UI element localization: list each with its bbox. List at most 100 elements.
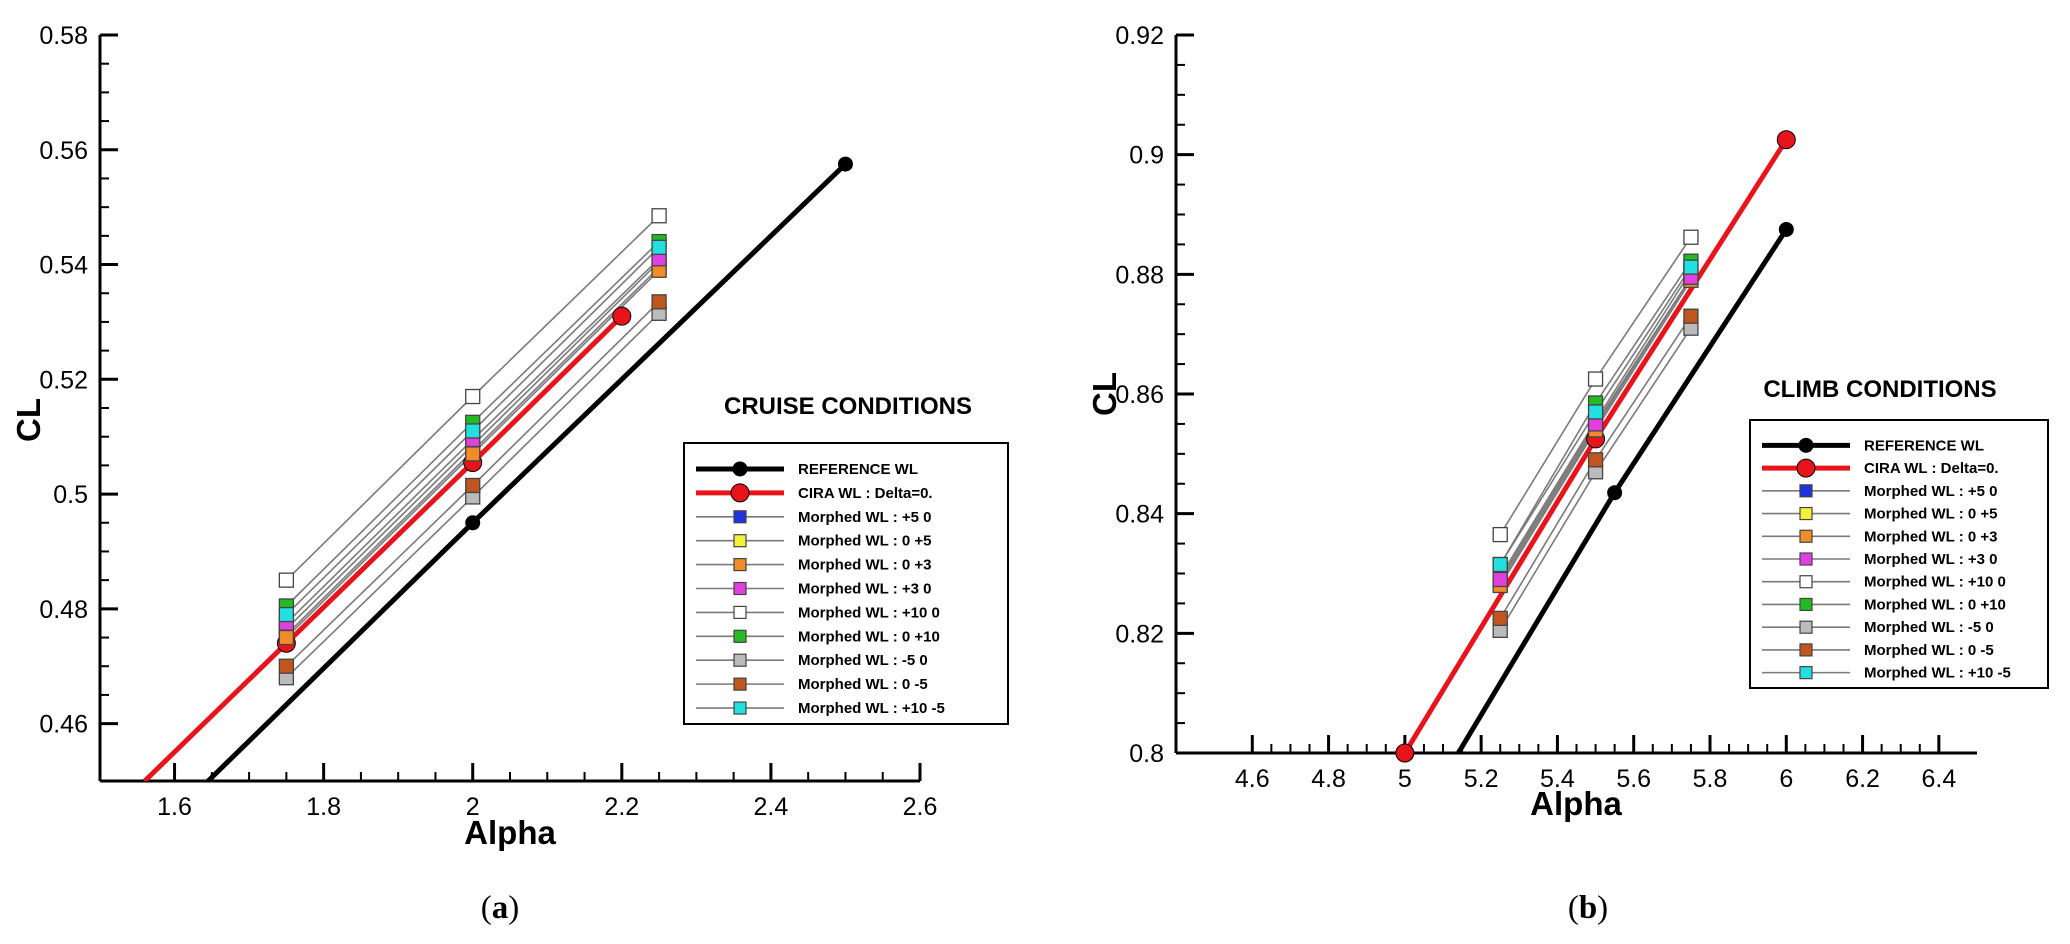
subfigure-label: (b) xyxy=(1568,890,1608,926)
legend-label: REFERENCE WL xyxy=(1864,437,1984,454)
legend-marker-square xyxy=(1799,529,1813,543)
legend-marker-circle xyxy=(1798,437,1814,453)
x-tick-label: 6 xyxy=(1779,765,1793,793)
y-tick-label: 0.46 xyxy=(39,711,88,739)
legend-label: Morphed WL : +10 -5 xyxy=(798,700,945,717)
x-tick-label: 5.2 xyxy=(1464,765,1499,793)
legend-marker-square xyxy=(1799,506,1813,521)
data-point-square xyxy=(1492,610,1508,627)
data-point-square xyxy=(278,606,295,623)
series-line-1 xyxy=(142,314,624,781)
x-tick-label: 1.6 xyxy=(157,793,192,821)
data-point-square xyxy=(1492,571,1508,588)
legend-marker-square xyxy=(733,510,747,524)
data-point-circle xyxy=(465,515,481,531)
legend-marker-circle xyxy=(1796,458,1816,478)
y-tick-label: 0.9 xyxy=(1129,142,1164,170)
series-line-0 xyxy=(1456,228,1789,753)
data-point-circle xyxy=(1778,221,1794,237)
x-tick-label: 4.6 xyxy=(1235,765,1270,793)
y-tick-label: 0.84 xyxy=(1115,501,1164,529)
legend-marker-square xyxy=(733,605,747,620)
legend-label: Morphed WL : 0 -5 xyxy=(798,676,928,693)
legend-label: Morphed WL : +5 0 xyxy=(1864,483,1997,500)
legend-label: Morphed WL : +10 0 xyxy=(798,604,940,621)
x-tick-label: 1.8 xyxy=(306,793,341,821)
subfigure-label: (a) xyxy=(481,890,520,926)
x-tick-label: 6.4 xyxy=(1921,765,1956,793)
paren-close: ) xyxy=(1597,890,1608,926)
x-tick-label: 2.4 xyxy=(754,793,789,821)
y-axis-title: CL xyxy=(1086,372,1123,416)
legend-label: Morphed WL : 0 +3 xyxy=(1864,528,1997,545)
legend-label: Morphed WL : 0 +10 xyxy=(1864,596,2006,613)
legend-marker-square xyxy=(733,557,747,572)
x-tick-label: 5.4 xyxy=(1540,765,1575,793)
data-point-square xyxy=(278,658,295,674)
data-point-square xyxy=(465,423,481,439)
paren-open: ( xyxy=(481,890,492,926)
legend-marker-square xyxy=(1799,666,1813,680)
x-tick-label: 2 xyxy=(466,793,480,821)
legend-marker-circle xyxy=(730,483,750,503)
legend-marker-square xyxy=(1799,484,1813,498)
x-tick-label: 2.6 xyxy=(903,793,938,821)
data-point-square xyxy=(465,477,481,494)
legend-title: CRUISE CONDITIONS xyxy=(724,393,972,420)
y-tick-label: 0.5 xyxy=(53,481,88,509)
data-point-square xyxy=(465,388,481,405)
panel-letter: a xyxy=(492,890,509,926)
legend-label: Morphed WL : 0 +3 xyxy=(798,557,931,574)
series-markers xyxy=(1395,130,1796,763)
legend-marker-square xyxy=(1799,597,1813,612)
legend-label: Morphed WL : 0 +5 xyxy=(798,533,931,550)
legend-marker-square xyxy=(1799,620,1813,634)
legend-label: Morphed WL : +5 0 xyxy=(798,509,931,526)
series-markers xyxy=(276,156,853,686)
x-tick-label: 6.2 xyxy=(1845,765,1880,793)
data-point-circle xyxy=(1607,485,1623,501)
x-tick-label: 5.6 xyxy=(1616,765,1651,793)
legend-marker-square xyxy=(1799,552,1813,566)
chart-panel-a: 0.46 0.48 0.5 0.52 0.54 0.56 0.58 1.6 1.8 2 2.2 2.4… xyxy=(10,22,1009,926)
x-axis-title: Alpha xyxy=(464,814,556,851)
data-point-square xyxy=(278,572,295,588)
legend-label: Morphed WL : -5 0 xyxy=(1864,619,1994,636)
data-point-square xyxy=(1587,371,1604,387)
data-point-circle xyxy=(1776,130,1796,150)
y-tick-label: 0.88 xyxy=(1115,261,1164,289)
data-point-square xyxy=(1683,308,1699,324)
legend-title: CLIMB CONDITIONS xyxy=(1763,376,1996,403)
x-tick-label: 4.8 xyxy=(1311,765,1346,793)
x-axis-title: Alpha xyxy=(1530,785,1622,822)
legend-label: CIRA WL : Delta=0. xyxy=(1864,460,1999,477)
legend-label: Morphed WL : +3 0 xyxy=(1864,551,1997,568)
legend-label: Morphed WL : -5 0 xyxy=(798,652,928,669)
legend-label: Morphed WL : +10 -5 xyxy=(1864,665,2011,682)
y-tick-label: 0.54 xyxy=(39,252,88,280)
legend: REFERENCE WL CIRA WL : Delta=0. Morphed WL… xyxy=(1749,419,2049,689)
data-point-square xyxy=(1587,404,1604,420)
legend-label: Morphed WL : 0 +10 xyxy=(798,628,940,645)
paren-open: ( xyxy=(1568,890,1579,926)
legend-label: Morphed WL : 0 -5 xyxy=(1864,642,1994,659)
data-point-square xyxy=(465,446,481,462)
y-tick-label: 0.58 xyxy=(39,22,88,50)
legend-marker-square xyxy=(733,701,747,715)
y-axis-title: CL xyxy=(10,398,47,442)
legend: REFERENCE WL CIRA WL : Delta=0. Morphed WL… xyxy=(683,442,1009,725)
series-lines xyxy=(1402,138,1789,753)
y-tick-label: 0.48 xyxy=(39,596,88,624)
legend-marker-square xyxy=(733,653,747,667)
data-point-square xyxy=(651,208,667,224)
legend-marker-square xyxy=(733,581,747,596)
legend-marker-square xyxy=(1799,643,1813,657)
legend-label: REFERENCE WL xyxy=(798,461,918,478)
chart-panel-b: 0.8 0.82 0.84 0.86 0.88 0.9 0.92 4.6 4.8 5 5.2 5.4 5… xyxy=(1086,22,2049,926)
data-point-square xyxy=(1683,259,1699,275)
data-point-square xyxy=(1492,556,1508,573)
data-point-circle xyxy=(1395,743,1415,763)
y-tick-label: 0.82 xyxy=(1115,620,1164,648)
paren-close: ) xyxy=(508,890,519,926)
